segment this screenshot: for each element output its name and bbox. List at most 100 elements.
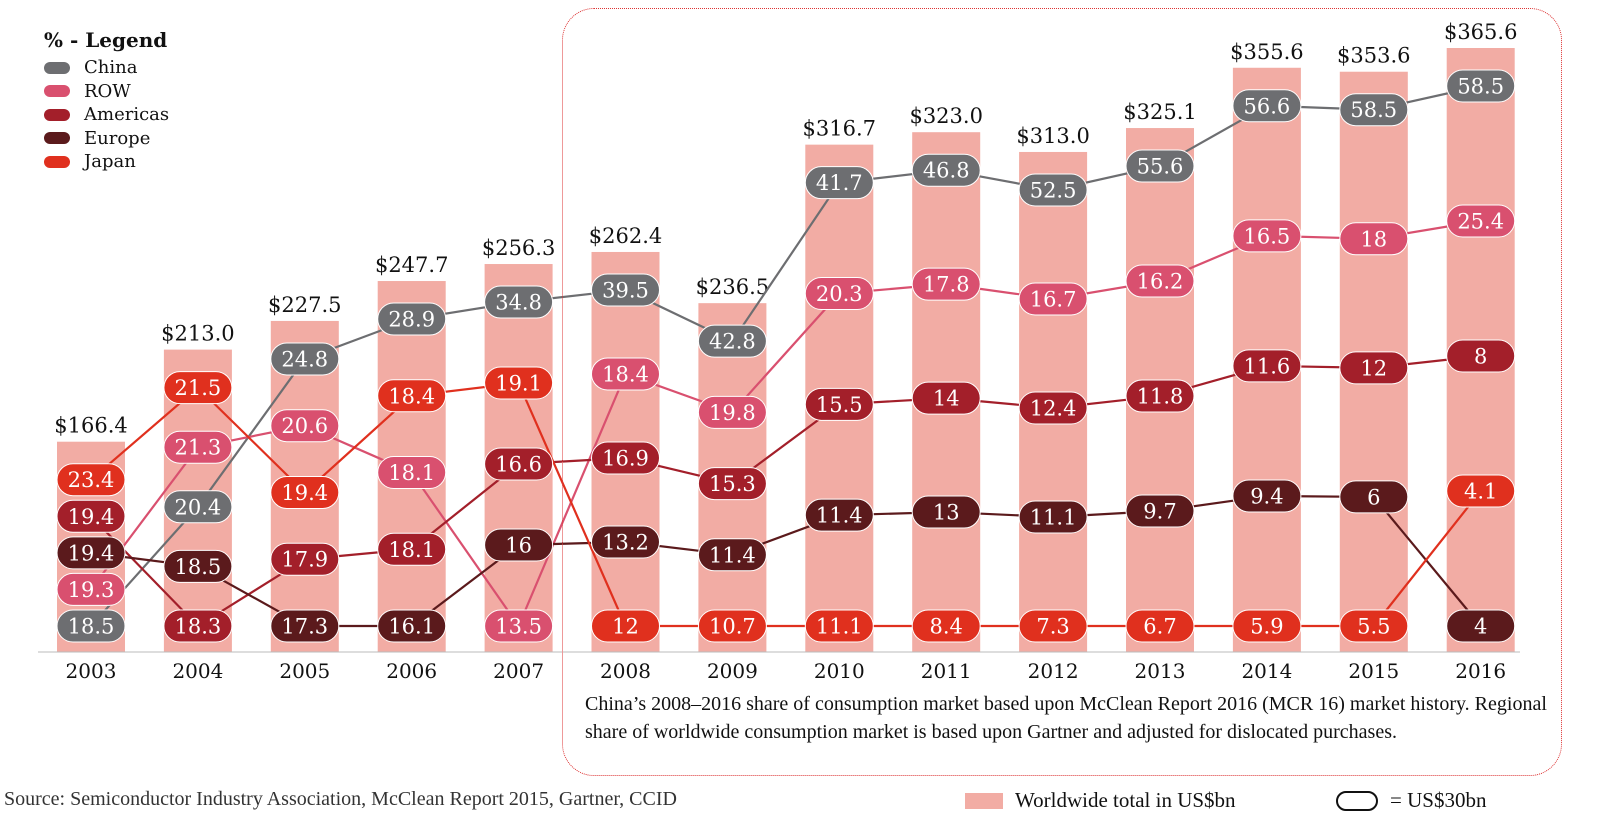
- pill-china-2011: 46.8: [911, 153, 981, 187]
- legend-label: Europe: [84, 127, 151, 149]
- data-label: 10.7: [709, 615, 756, 639]
- pill-japan-2013: 6.7: [1125, 609, 1195, 643]
- pill-china-2005: 24.8: [270, 342, 340, 376]
- pill-shape: [1446, 339, 1516, 373]
- data-label: 19.3: [68, 578, 115, 602]
- pill-shape: [911, 153, 981, 187]
- source-note: Source: Semiconductor Industry Associati…: [4, 788, 677, 810]
- data-label: 21.3: [175, 436, 222, 460]
- pill-americas-2010: 15.5: [804, 387, 874, 421]
- pill-row-2006: 18.1: [377, 456, 447, 490]
- pill-shape: [1339, 93, 1409, 127]
- data-label: 16.9: [602, 446, 649, 470]
- pill-shape: [591, 609, 660, 643]
- pill-row-2016: 25.4: [1446, 204, 1516, 238]
- data-label: 13.5: [495, 615, 542, 639]
- pill-shape: [591, 357, 660, 391]
- pill-shape: [1125, 149, 1195, 183]
- data-label: 19.4: [68, 541, 115, 565]
- x-tick-label: 2010: [814, 659, 865, 683]
- data-label: 6.7: [1143, 615, 1176, 639]
- pill-row-2012: 16.7: [1018, 282, 1088, 316]
- bottom-legend-pill: = US$30bn: [1336, 788, 1486, 813]
- data-label: 11.6: [1244, 354, 1291, 378]
- total-label: $166.4: [54, 414, 127, 438]
- pill-americas-2006: 18.1: [377, 532, 447, 566]
- data-label: 4: [1474, 615, 1487, 639]
- pill-shape: [911, 381, 981, 415]
- pill-europe-2007: 16: [484, 528, 554, 562]
- pill-shape: [1125, 609, 1195, 643]
- legend-swatch: [44, 155, 70, 168]
- data-label: 19.1: [495, 372, 542, 396]
- legend-label: ROW: [84, 80, 131, 102]
- pill-shape: [591, 525, 660, 559]
- pill-row-2003: 19.3: [56, 572, 126, 606]
- legend-item-americas: Americas: [44, 103, 169, 127]
- total-label: $213.0: [161, 322, 234, 346]
- data-label: 12: [612, 615, 639, 639]
- pill-shape: [697, 538, 767, 572]
- data-label: 7.3: [1036, 615, 1069, 639]
- pill-china-2014: 56.6: [1232, 89, 1302, 123]
- pill-china-2007: 34.8: [484, 285, 554, 319]
- data-label: 18.1: [388, 538, 435, 562]
- data-label: 16.2: [1137, 270, 1184, 294]
- highlight-frame-2008-2016: [562, 8, 1562, 776]
- pill-shape: [697, 609, 767, 643]
- data-label: 19.4: [281, 481, 328, 505]
- data-label: 42.8: [709, 330, 756, 354]
- pill-shape: [1339, 609, 1409, 643]
- data-label: 20.6: [281, 414, 328, 438]
- pill-shape: [270, 542, 340, 576]
- data-label: 17.3: [281, 615, 328, 639]
- pill-europe-2003: 19.4: [56, 536, 126, 570]
- pill-europe-2016: 4: [1446, 609, 1516, 643]
- data-label: 11.4: [709, 543, 756, 567]
- x-tick-label: 2005: [279, 659, 330, 683]
- data-label: 58.5: [1457, 75, 1504, 99]
- data-label: 56.6: [1244, 94, 1291, 118]
- total-label: $325.1: [1123, 100, 1196, 124]
- pill-row-2007: 13.5: [484, 609, 554, 643]
- data-label: 25.4: [1457, 210, 1504, 234]
- pill-row-2009: 19.8: [697, 395, 767, 429]
- data-label: 6: [1367, 485, 1380, 509]
- pill-europe-2012: 11.1: [1018, 500, 1088, 534]
- pill-shape: [484, 609, 554, 643]
- data-label: 58.5: [1350, 98, 1397, 122]
- pill-americas-2009: 15.3: [697, 467, 767, 501]
- pill-japan-2012: 7.3: [1018, 609, 1088, 643]
- x-tick-label: 2004: [172, 659, 223, 683]
- data-label: 11.8: [1137, 385, 1184, 409]
- pill-shape: [697, 467, 767, 501]
- pill-shape: [484, 447, 554, 481]
- data-label: 28.9: [388, 308, 435, 332]
- data-label: 15.3: [709, 472, 756, 496]
- data-label: 19.4: [68, 505, 115, 529]
- legend-swatch: [44, 132, 70, 145]
- x-tick-label: 2007: [493, 659, 544, 683]
- pill-shape: [377, 609, 447, 643]
- data-label: 46.8: [923, 159, 970, 183]
- pill-row-2015: 18: [1339, 222, 1409, 256]
- pill-shape: [1232, 219, 1302, 253]
- bottom-legend-bar: Worldwide total in US$bn: [965, 788, 1236, 813]
- pill-china-2016: 58.5: [1446, 69, 1516, 103]
- pill-shape: [377, 379, 447, 413]
- pill-shape: [697, 395, 767, 429]
- pill-shape: [377, 302, 447, 336]
- data-label: 8: [1474, 345, 1487, 369]
- pill-shape: [1232, 479, 1302, 513]
- legend-swatch: [44, 61, 70, 74]
- pill-europe-2009: 11.4: [697, 538, 767, 572]
- pill-europe-2011: 13: [911, 495, 981, 529]
- total-label: $313.0: [1016, 124, 1089, 148]
- pill-shape: [1446, 69, 1516, 103]
- legend: % - Legend China ROW Americas Europe Japan: [44, 28, 169, 174]
- pill-shape: [163, 371, 233, 405]
- x-tick-label: 2003: [66, 659, 117, 683]
- pill-shape: [1018, 282, 1088, 316]
- data-label: 8.4: [929, 615, 962, 639]
